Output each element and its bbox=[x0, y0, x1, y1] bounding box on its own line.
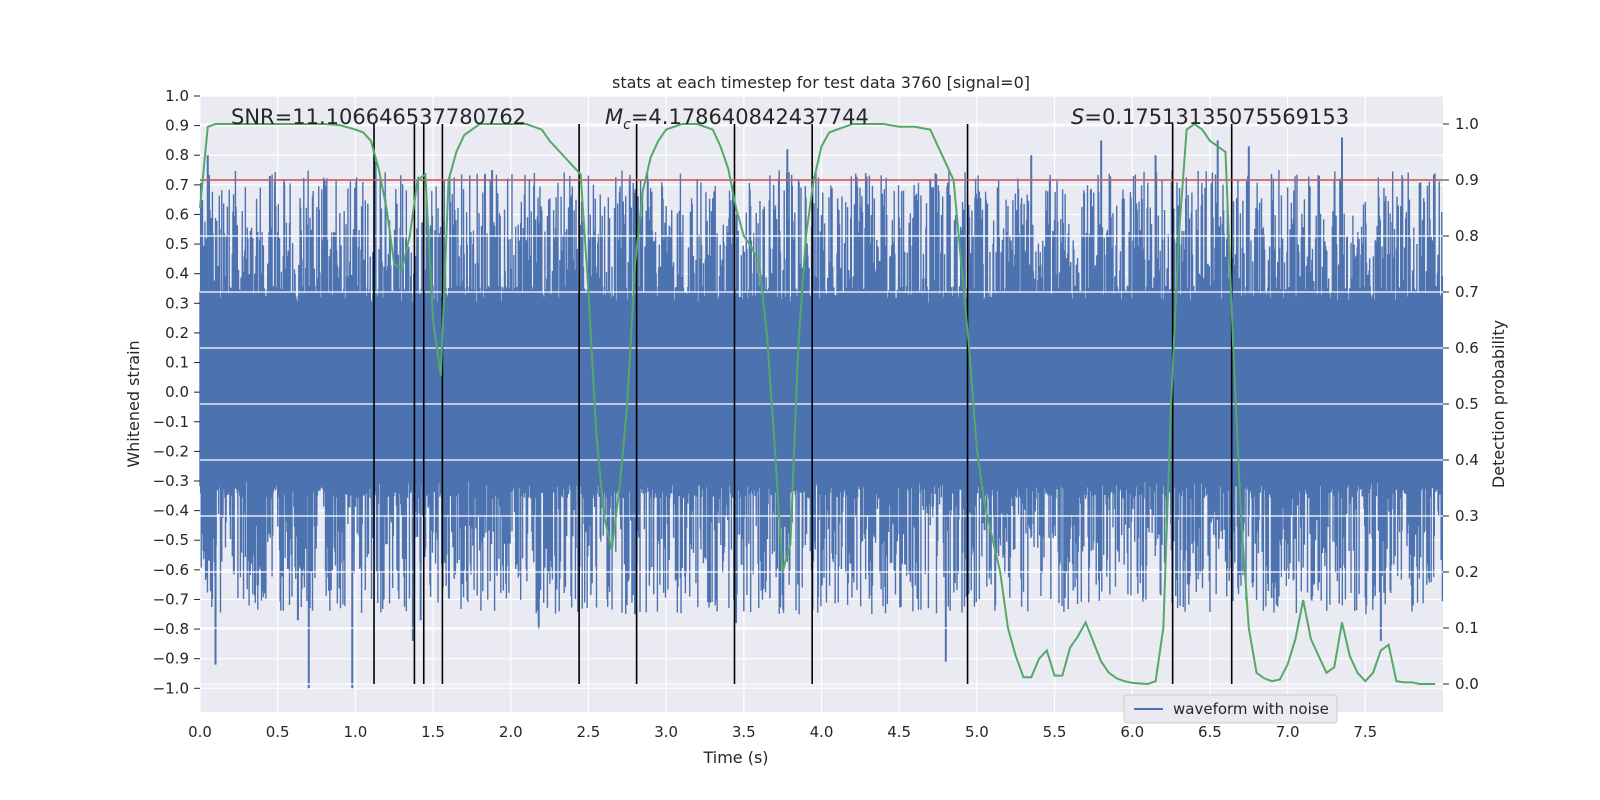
right-y-tick-label: 0.0 bbox=[1455, 675, 1479, 693]
left-y-tick-label: 0.7 bbox=[165, 176, 189, 194]
left-y-tick-label: 0.9 bbox=[165, 117, 189, 135]
waveform-core bbox=[200, 303, 1443, 481]
x-tick-label: 0.0 bbox=[188, 723, 212, 741]
x-tick-label: 1.0 bbox=[343, 723, 367, 741]
left-y-tick-label: −0.3 bbox=[153, 472, 189, 490]
left-y-axis-label: Whitened strain bbox=[124, 340, 143, 467]
x-tick-label: 2.5 bbox=[577, 723, 601, 741]
left-y-tick-label: −0.1 bbox=[153, 413, 189, 431]
x-tick-label: 3.0 bbox=[654, 723, 678, 741]
right-y-tick-label: 0.5 bbox=[1455, 395, 1479, 413]
left-y-tick-label: 0.5 bbox=[165, 235, 189, 253]
x-tick-label: 3.5 bbox=[732, 723, 756, 741]
right-y-tick-label: 0.1 bbox=[1455, 619, 1479, 637]
snr-annotation: SNR=11.106646537780762 bbox=[231, 105, 526, 129]
right-y-axis-label: Detection probability bbox=[1489, 320, 1508, 488]
x-tick-label: 5.0 bbox=[965, 723, 989, 741]
left-y-tick-label: −0.5 bbox=[153, 531, 189, 549]
right-y-tick-label: 0.7 bbox=[1455, 283, 1479, 301]
left-y-tick-label: 0.3 bbox=[165, 294, 189, 312]
right-y-tick-label: 0.4 bbox=[1455, 451, 1479, 469]
left-y-tick-label: −0.7 bbox=[153, 590, 189, 608]
s-symbol: S bbox=[1071, 105, 1084, 129]
x-tick-label: 7.0 bbox=[1276, 723, 1300, 741]
legend-label: waveform with noise bbox=[1173, 700, 1329, 718]
x-tick-label: 5.5 bbox=[1043, 723, 1067, 741]
left-y-tick-label: −0.4 bbox=[153, 502, 189, 520]
right-y-tick-label: 0.3 bbox=[1455, 507, 1479, 525]
left-y-tick-label: 0.6 bbox=[165, 205, 189, 223]
left-y-tick-label: −1.0 bbox=[153, 679, 189, 697]
left-y-tick-label: 1.0 bbox=[165, 87, 189, 105]
left-y-tick-label: 0.0 bbox=[165, 383, 189, 401]
right-y-axis-ticks: 1.0 0.9 0.8 0.7 0.6 0.5 0.4 0.3 0.2 0.1 0.0 bbox=[1443, 115, 1479, 693]
chirp-mass-symbol: M bbox=[605, 105, 623, 129]
chirp-mass-annotation: Mc=4.178640842437744 bbox=[605, 105, 869, 133]
right-y-tick-label: 0.6 bbox=[1455, 339, 1479, 357]
s-annotation: S=0.17513135075569153 bbox=[1071, 105, 1349, 129]
x-axis-ticks: 0.0 0.5 1.0 1.5 2.0 2.5 3.0 3.5 4.0 4.5 5.0 5.5 6.0 6… bbox=[188, 723, 1377, 741]
left-y-axis-ticks: 1.0 0.9 0.8 0.7 0.6 0.5 0.4 0.3 0.2 0.1 0.0 −0.1 −0.… bbox=[153, 87, 200, 697]
left-y-tick-label: −0.9 bbox=[153, 650, 189, 668]
left-y-tick-label: −0.2 bbox=[153, 442, 189, 460]
left-y-tick-label: −0.6 bbox=[153, 561, 189, 579]
x-axis-label: Time (s) bbox=[702, 748, 768, 767]
x-tick-label: 1.5 bbox=[421, 723, 445, 741]
left-y-tick-label: 0.1 bbox=[165, 354, 189, 372]
overlay-lines bbox=[199, 122, 1443, 686]
right-y-tick-label: 1.0 bbox=[1455, 115, 1479, 133]
x-tick-label: 4.5 bbox=[887, 723, 911, 741]
legend-box bbox=[1123, 694, 1338, 724]
chirp-mass-subscript: c bbox=[623, 117, 631, 133]
x-tick-label: 6.5 bbox=[1198, 723, 1222, 741]
left-y-tick-label: −0.8 bbox=[153, 620, 189, 638]
x-tick-label: 6.0 bbox=[1120, 723, 1144, 741]
left-y-tick-label: 0.2 bbox=[165, 324, 189, 342]
probability-line bbox=[199, 122, 1436, 686]
right-y-tick-label: 0.9 bbox=[1455, 171, 1479, 189]
chirp-mass-value: =4.178640842437744 bbox=[631, 105, 869, 129]
legend: waveform with noise bbox=[1123, 694, 1338, 724]
left-y-tick-label: 0.8 bbox=[165, 146, 189, 164]
left-y-tick-label: 0.4 bbox=[165, 265, 189, 283]
right-y-tick-label: 0.8 bbox=[1455, 227, 1479, 245]
x-tick-label: 4.0 bbox=[810, 723, 834, 741]
x-tick-label: 7.5 bbox=[1353, 723, 1377, 741]
s-value: =0.17513135075569153 bbox=[1084, 105, 1349, 129]
x-tick-label: 2.0 bbox=[499, 723, 523, 741]
x-tick-label: 0.5 bbox=[266, 723, 290, 741]
right-y-tick-label: 0.2 bbox=[1455, 563, 1479, 581]
chart-title: stats at each timestep for test data 376… bbox=[612, 73, 1030, 92]
